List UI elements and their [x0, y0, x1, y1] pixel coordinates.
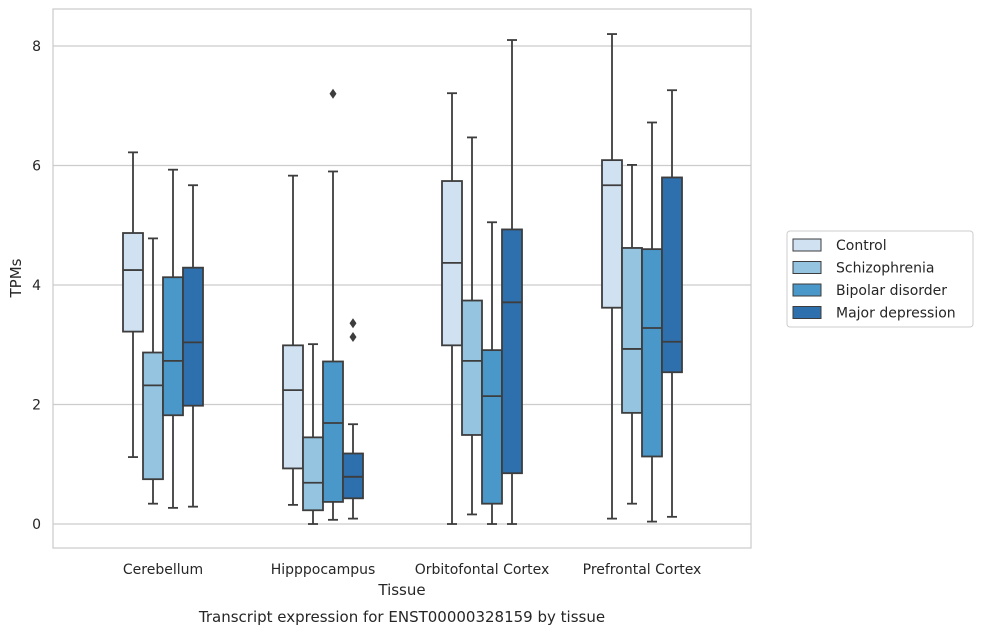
box-group: [461, 136, 483, 516]
box-group: [481, 221, 503, 525]
x-tick-label: Orbitofontal Cortex: [415, 562, 550, 578]
plot-frame: [52, 8, 752, 549]
legend-frame: [786, 230, 974, 328]
legend-swatch: [792, 238, 822, 252]
chart-caption: Transcript expression for ENST0000032815…: [198, 608, 605, 626]
legend-swatch: [792, 283, 822, 297]
box-group: [342, 318, 364, 520]
y-tick-label: 8: [32, 39, 41, 55]
legend-label: Major depression: [836, 306, 956, 322]
box: [641, 248, 663, 458]
x-tick-label: Cerebellum: [123, 562, 203, 578]
legend-swatch: [792, 261, 822, 274]
box: [601, 159, 623, 309]
box: [122, 232, 144, 333]
box-group: [162, 168, 184, 509]
box: [162, 276, 184, 417]
y-tick-label: 4: [32, 278, 41, 294]
box-groups: [122, 33, 683, 525]
legend-label: Schizophrenia: [836, 261, 934, 277]
box-group: [182, 184, 204, 508]
y-tick-labels: 0 2 4 6 8: [32, 39, 41, 533]
box: [501, 228, 523, 475]
box: [302, 436, 324, 512]
box: [182, 266, 204, 407]
box-group: [641, 121, 663, 523]
x-tick-label: Prefrontal Cortex: [583, 562, 702, 578]
outlier-point: [329, 88, 337, 99]
legend-swatch: [792, 306, 822, 319]
x-tick-label: Hipppocampus: [271, 562, 376, 578]
outlier-point: [349, 331, 357, 342]
box: [322, 360, 344, 503]
outlier-point: [349, 318, 357, 329]
box-group: [661, 89, 683, 518]
box: [142, 351, 164, 481]
legend: Control Schizophrenia Bipolar disorder Majo…: [786, 230, 974, 328]
box: [621, 247, 643, 414]
box-group: [322, 88, 344, 521]
y-tick-label: 2: [32, 398, 41, 414]
legend-label: Control: [836, 238, 887, 254]
x-tick-labels: Cerebellum Hipppocampus Orbitofontal Corte…: [123, 562, 701, 578]
box: [661, 176, 683, 374]
x-axis-label: Tissue: [377, 581, 425, 599]
legend-label: Bipolar disorder: [836, 283, 947, 299]
box-group: [282, 174, 304, 506]
box: [282, 344, 304, 470]
y-axis-label: TPMs: [7, 258, 25, 298]
box-group: [122, 151, 144, 458]
box-group: [601, 33, 623, 520]
y-tick-label: 6: [32, 159, 41, 175]
box-group: [501, 39, 523, 525]
box-group: [142, 237, 164, 505]
y-tick-label: 0: [32, 517, 41, 533]
box-group: [441, 92, 463, 525]
box: [461, 299, 483, 436]
box: [481, 349, 503, 505]
